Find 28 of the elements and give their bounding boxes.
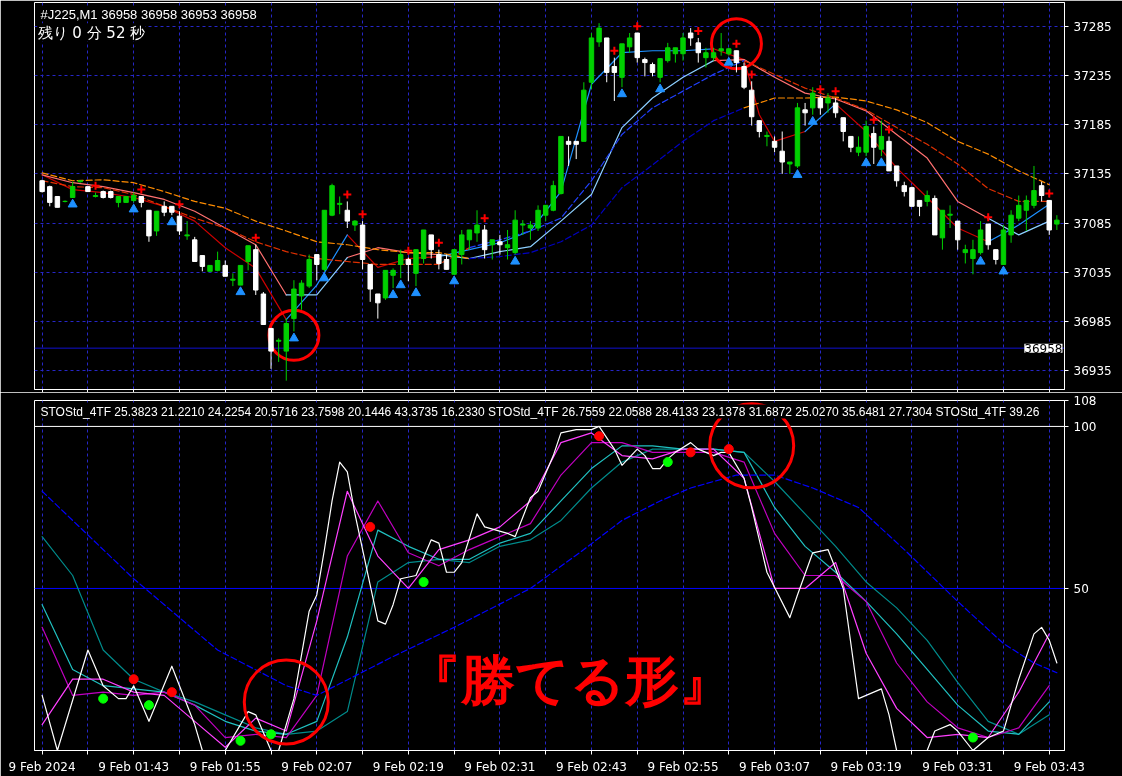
y-tick-label: 50	[1073, 581, 1089, 596]
annotation: 『勝てる形』	[407, 649, 734, 712]
y-tick-label: 37185	[1073, 118, 1112, 133]
ref-line-label: 36958	[1024, 341, 1063, 356]
x-tick-label: 9 Feb 02:19	[372, 759, 444, 774]
chart-title: #J225,M1 36958 36958 36953 36958	[40, 6, 257, 22]
x-tick-label: 9 Feb 02:43	[555, 759, 628, 774]
y-tick-label: 37285	[1073, 19, 1112, 34]
y-tick-label: 37085	[1073, 216, 1112, 231]
y-tick-label: 37235	[1073, 68, 1112, 83]
x-tick-label: 9 Feb 03:31	[922, 759, 994, 774]
y-tick-label: 36935	[1073, 364, 1112, 379]
text: 残り 0 分 52 秒	[37, 23, 146, 42]
y-tick-label: 37035	[1073, 265, 1112, 280]
x-tick-label: 9 Feb 01:55	[189, 759, 261, 774]
x-tick-label: 9 Feb 01:43	[98, 759, 170, 774]
x-tick-label: 9 Feb 02:31	[464, 759, 536, 774]
x-tick-label: 9 Feb 02:55	[647, 759, 719, 774]
x-tick-label: 9 Feb 03:43	[1013, 759, 1085, 774]
y-tick-label: 108	[1073, 394, 1097, 408]
chart-title: STOStd_4TF 25.3823 21.2210 24.2254 20.5716 23.7598 20.1446 43.3735 16.2330 STOStd_4TF 26.7559 22.0588 28.4133 23.1378 31.6872 25.0270 35.6481 27.7304 STOStd_4TF 39.26	[40, 404, 1040, 419]
x-tick-label: 9 Feb 2024	[8, 759, 76, 774]
y-tick-label: 100	[1073, 419, 1097, 434]
x-tick-label: 9 Feb 03:07	[739, 759, 811, 774]
y-tick-label: 37135	[1073, 167, 1112, 182]
y-tick-label: 36985	[1073, 315, 1112, 330]
x-tick-label: 9 Feb 02:07	[281, 759, 353, 774]
x-tick-label: 9 Feb 03:19	[830, 759, 902, 774]
